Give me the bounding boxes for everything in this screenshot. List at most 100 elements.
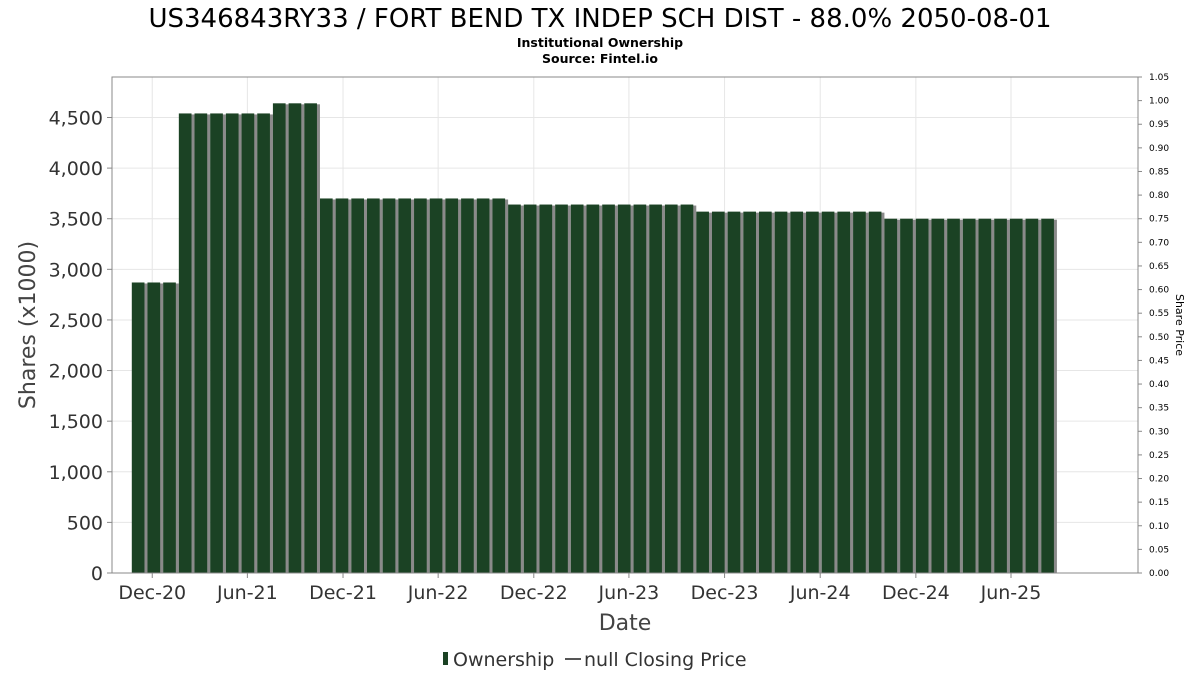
right-tick-label: 0.20 [1149,475,1169,485]
ownership-bar [366,198,380,573]
y-tick-label: 1,000 [49,462,103,484]
right-tick-label: 0.90 [1149,144,1169,154]
ownership-bar [790,211,804,573]
legend: Ownership null Closing Price [443,649,747,671]
x-axis-label: Date [599,611,652,636]
right-tick-label: 0.95 [1149,120,1169,130]
ownership-bar [884,218,898,573]
y-tick-label: 1,500 [49,411,103,433]
right-tick-label: 0.10 [1149,522,1169,532]
y-tick-label: 3,000 [49,259,103,281]
ownership-bar [414,198,427,573]
right-tick-label: 0.00 [1149,569,1169,579]
x-tick-label: Dec-20 [118,582,186,604]
ownership-bar [649,204,662,574]
ownership-bar [241,113,255,573]
ownership-bar [696,211,709,573]
x-tick-label: Dec-24 [882,582,950,604]
right-tick-label: 1.05 [1149,73,1169,83]
right-tick-label: 0.15 [1149,498,1169,508]
y-tick-label: 3,500 [49,209,103,231]
ownership-bar [194,113,208,573]
ownership-bar [727,211,741,573]
x-tick-label: Jun-25 [980,582,1042,604]
legend-price-label: null Closing Price [584,649,747,671]
ownership-bar [225,113,239,573]
ownership-bar [539,204,553,574]
ownership-bar [210,113,223,573]
ownership-bar [602,204,615,574]
right-tick-label: 1.00 [1149,97,1169,107]
right-tick-label: 0.25 [1149,451,1169,461]
ownership-bar [915,218,929,573]
y-axis-right: 0.00 0.05 0.10 0.15 0.20 0.25 0.30 0.35 0.40 0.45… [1138,73,1169,579]
x-tick-label: Dec-22 [500,582,568,604]
ownership-bar [319,198,333,573]
right-tick-label: 0.45 [1149,356,1169,366]
y-tick-label: 500 [67,512,103,534]
ownership-bar [523,204,537,574]
ownership-bar [821,211,835,573]
ownership-bar [1041,218,1054,573]
y-axis-label: Shares (x1000) [16,241,41,409]
ownership-bar [774,211,788,573]
x-tick-label: Dec-21 [309,582,377,604]
right-tick-label: 0.40 [1149,380,1169,390]
ownership-bar [335,198,349,573]
right-tick-label: 0.35 [1149,404,1169,414]
ownership-bar [947,218,960,573]
x-tick-label: Jun-21 [216,582,278,604]
right-axis-label: Share Price [1173,294,1186,356]
legend-ownership-label: Ownership [453,649,554,671]
y-tick-label: 2,000 [49,361,103,383]
right-tick-label: 0.55 [1149,309,1169,319]
chart-source: Source: Fintel.io [542,51,658,66]
ownership-bar [492,198,506,573]
ownership-bar [680,204,694,574]
x-axis: Dec-20 Jun-21 Dec-21 Jun-22 Dec-22 Jun-23 Dec-… [118,573,1041,604]
x-tick-label: Jun-22 [407,582,469,604]
ownership-bar [304,103,317,574]
y-tick-label: 4,000 [49,158,103,180]
chart-title: US346843RY33 / FORT BEND TX INDEP SCH DI… [148,4,1051,34]
right-tick-label: 0.85 [1149,167,1169,177]
legend-ownership-swatch [443,652,448,665]
ownership-bar [131,282,145,573]
x-tick-label: Jun-24 [789,582,851,604]
ownership-bar [994,218,1007,573]
ownership-bar [288,103,302,574]
ownership-bar [351,198,364,573]
x-tick-label: Dec-23 [691,582,759,604]
ownership-bar [806,211,819,573]
ownership-bar [664,204,678,574]
y-axis-left: 0 500 1,000 1,500 2,000 2,500 3,000 3,500 4,000 4… [49,107,112,585]
ownership-bars [131,103,1057,574]
right-tick-label: 0.50 [1149,333,1169,343]
y-tick-label: 2,500 [49,310,103,332]
x-tick-label: Jun-23 [598,582,660,604]
right-tick-label: 0.05 [1149,545,1169,555]
right-tick-label: 0.30 [1149,427,1169,437]
ownership-bar [617,204,631,574]
ownership-bar [853,211,866,573]
ownership-bar [178,113,192,573]
ownership-bar [711,211,725,573]
ownership-bar [508,204,521,574]
ownership-bar [633,204,647,574]
y-tick-label: 4,500 [49,107,103,129]
ownership-bar [272,103,286,574]
ownership-bar [586,204,600,574]
ownership-bar [570,204,584,574]
ownership-bar [147,282,161,573]
ownership-bar [1009,218,1023,573]
right-tick-label: 0.60 [1149,286,1169,296]
ownership-bar [758,211,772,573]
ownership-bar [868,211,882,573]
ownership-bar [555,204,568,574]
right-tick-label: 0.70 [1149,238,1169,248]
chart-subtitle: Institutional Ownership [517,35,683,50]
y-tick-label: 0 [91,563,103,585]
ownership-bar [962,218,976,573]
ownership-bar [163,282,176,573]
